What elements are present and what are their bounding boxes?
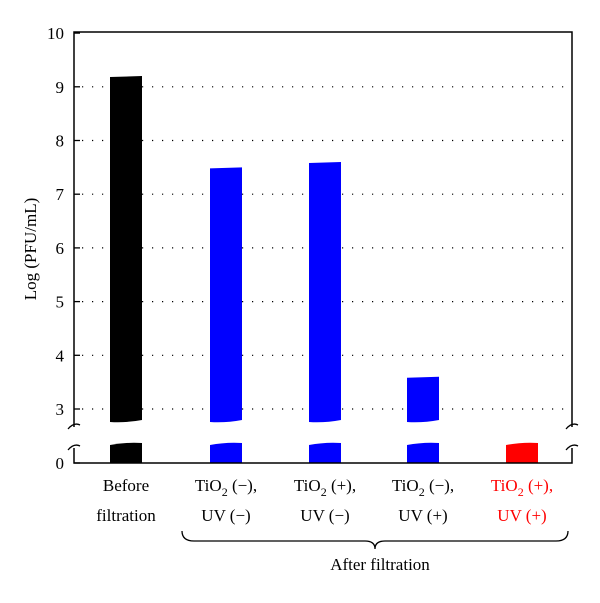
- axis-frame-upper: [73, 31, 573, 427]
- bar-base: [309, 442, 341, 463]
- bar-layer: [110, 76, 538, 463]
- category-label-line2: UV (−): [300, 506, 349, 525]
- category-label-line1: TiO2 (−),: [392, 476, 454, 499]
- axis-break-mark: [565, 423, 579, 430]
- bar: [407, 376, 439, 423]
- bar-base: [506, 442, 538, 463]
- bar: [309, 161, 341, 423]
- category-label-line2: UV (+): [497, 506, 546, 525]
- y-tick-label: 8: [56, 132, 65, 151]
- bar: [210, 167, 242, 423]
- group-label: After filtration: [330, 555, 430, 574]
- y-tick-label: 9: [56, 78, 65, 97]
- category-label-line2: UV (+): [398, 506, 447, 525]
- y-tick-label: 7: [56, 185, 65, 204]
- label-layer: 0 3 4 5 6 7 8 9 10 Before filtration TiO2 (−), UV (−…: [47, 24, 569, 550]
- category-label-line1: TiO2 (+),: [491, 476, 553, 499]
- y-tick-label: 6: [56, 239, 65, 258]
- axis-layer: [67, 31, 579, 464]
- category-label-line1: TiO2 (+),: [294, 476, 356, 499]
- group-brace: [181, 530, 569, 550]
- y-tick-label: 3: [56, 400, 65, 419]
- y-axis-label: Log (PFU/mL): [21, 198, 40, 300]
- bar: [110, 76, 142, 423]
- y-tick-label: 4: [56, 346, 65, 365]
- category-label-line1: Before: [103, 476, 149, 495]
- bar-base: [407, 442, 439, 463]
- axis-break-mark: [67, 423, 81, 430]
- bar-base: [210, 442, 242, 463]
- category-label-line2: UV (−): [201, 506, 250, 525]
- bar-base: [110, 442, 142, 463]
- y-tick-label: 5: [56, 293, 65, 312]
- axis-break-mark: [565, 444, 579, 451]
- y-tick-label: 10: [47, 24, 64, 43]
- y-tick-label: 0: [56, 454, 65, 473]
- axis-break-mark: [67, 444, 81, 451]
- axis-frame-lower: [73, 448, 573, 464]
- category-label-line2: filtration: [96, 506, 156, 525]
- category-label-line1: TiO2 (−),: [195, 476, 257, 499]
